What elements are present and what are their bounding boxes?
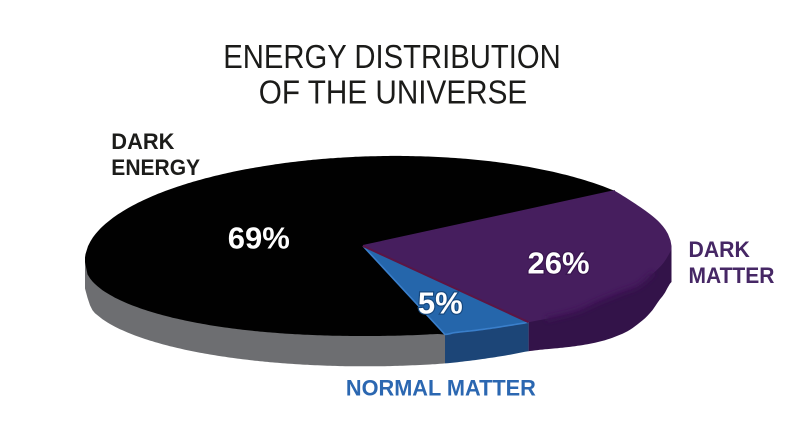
svg-text:NORMAL MATTER: NORMAL MATTER bbox=[346, 375, 536, 400]
svg-text:26%: 26% bbox=[527, 246, 589, 281]
svg-text:MATTER: MATTER bbox=[689, 264, 775, 289]
svg-text:DARK: DARK bbox=[111, 129, 174, 154]
svg-text:ENERGY: ENERGY bbox=[111, 154, 200, 180]
svg-text:OF THE UNIVERSE: OF THE UNIVERSE bbox=[259, 75, 527, 112]
svg-text:69%: 69% bbox=[228, 221, 290, 256]
svg-text:ENERGY DISTRIBUTION: ENERGY DISTRIBUTION bbox=[223, 39, 561, 76]
svg-text:5%: 5% bbox=[418, 286, 463, 321]
svg-text:DARK: DARK bbox=[689, 237, 751, 262]
